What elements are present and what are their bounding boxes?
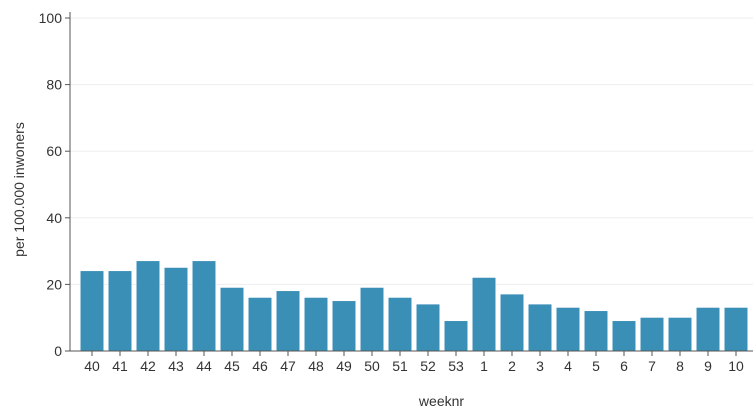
axis-layer: [69, 12, 753, 352]
x-tick-label: 51: [392, 358, 408, 374]
bar: [472, 277, 496, 351]
bar: [612, 321, 636, 351]
bar: [136, 261, 160, 351]
bar: [388, 297, 412, 351]
bar: [584, 311, 608, 351]
x-tick-label: 2: [508, 358, 516, 374]
bar: [500, 294, 524, 351]
x-tick-label: 47: [280, 358, 296, 374]
bar: [668, 317, 692, 351]
x-tick-label: 48: [308, 358, 324, 374]
x-tick-label: 49: [336, 358, 352, 374]
x-tick-label: 8: [676, 358, 684, 374]
x-tick-label: 5: [592, 358, 600, 374]
x-tick-layer: 40 41 42 43 44 45 46 47 48 49 50 51 52 53 1 2 3 4 5 6 7 8 9 10: [84, 351, 744, 374]
y-axis-title: per 100.000 inwoners: [11, 122, 27, 257]
x-tick-label: 53: [448, 358, 464, 374]
bar: [416, 304, 440, 351]
bar: [528, 304, 552, 351]
x-tick-label: 50: [364, 358, 380, 374]
x-tick-label: 46: [252, 358, 268, 374]
x-tick-label: 43: [168, 358, 184, 374]
bar: [556, 307, 580, 351]
y-tick-label: 80: [46, 77, 62, 93]
bar: [164, 267, 188, 351]
bar: [220, 287, 244, 351]
bar: [108, 271, 132, 351]
x-tick-label: 10: [728, 358, 744, 374]
grid-layer: [70, 17, 753, 285]
bar: [192, 261, 216, 351]
bar: [304, 297, 328, 351]
x-tick-label: 45: [224, 358, 240, 374]
x-tick-label: 52: [420, 358, 436, 374]
bar: [444, 321, 468, 351]
bar: [360, 287, 384, 351]
x-tick-label: 3: [536, 358, 544, 374]
x-tick-label: 40: [84, 358, 100, 374]
y-tick-label: 20: [46, 276, 62, 292]
y-tick-label: 100: [39, 10, 63, 26]
y-tick-label: 0: [54, 343, 62, 359]
x-tick-label: 9: [704, 358, 712, 374]
x-tick-label: 7: [648, 358, 656, 374]
bar: [276, 291, 300, 351]
x-tick-label: 1: [480, 358, 488, 374]
bar: [248, 297, 272, 351]
x-tick-label: 44: [196, 358, 212, 374]
x-tick-label: 6: [620, 358, 628, 374]
bar: [724, 307, 748, 351]
x-axis-title: weeknr: [418, 393, 464, 409]
bar: [696, 307, 720, 351]
y-tick-label: 60: [46, 143, 62, 159]
bar: [332, 301, 356, 351]
x-tick-label: 4: [564, 358, 572, 374]
y-tick-label: 40: [46, 210, 62, 226]
x-tick-label: 41: [112, 358, 128, 374]
bar: [640, 317, 664, 351]
x-tick-label: 42: [140, 358, 156, 374]
bar: [80, 271, 104, 351]
bar-layer: [80, 261, 748, 351]
y-tick-layer: 0 20 40 60 80 100: [39, 10, 70, 359]
